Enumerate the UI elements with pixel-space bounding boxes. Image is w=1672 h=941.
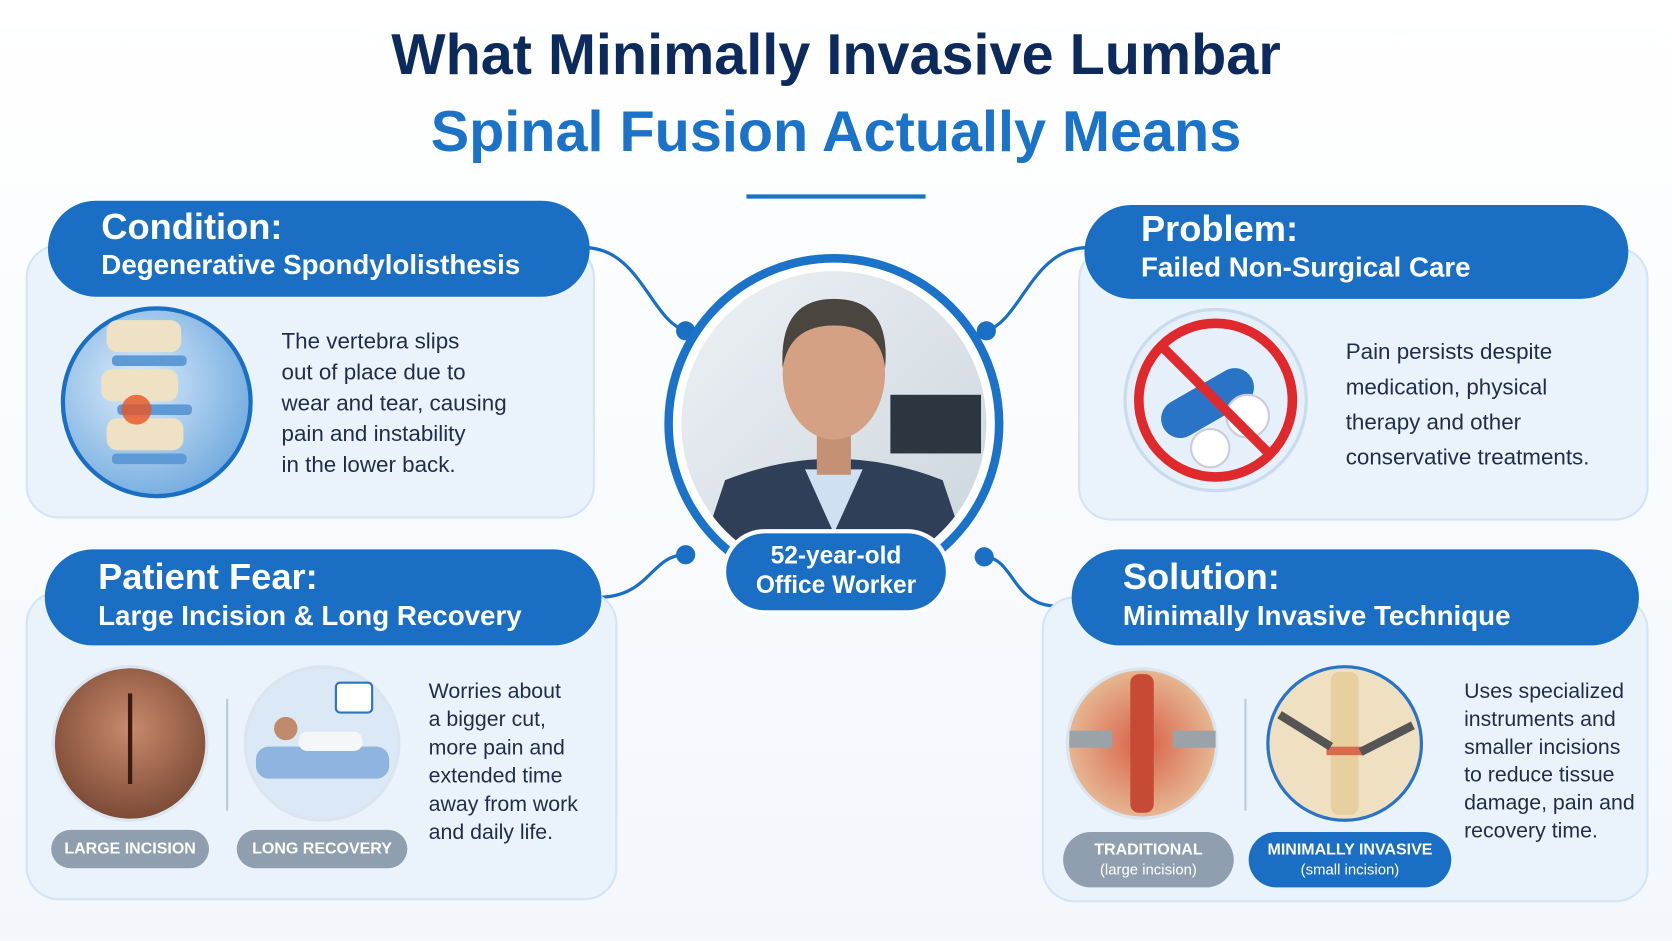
tag-pill <box>1248 831 1452 888</box>
traditional-surgery-image <box>1065 667 1219 820</box>
panel-body-line: to reduce tissue <box>1464 763 1614 787</box>
panel-body-line: instruments and <box>1464 707 1616 731</box>
panel-subheading: Large Incision & Long Recovery <box>98 600 522 631</box>
panel-body-line: smaller incisions <box>1464 735 1620 759</box>
tag-note: (small incision) <box>1301 861 1400 878</box>
panel-body-line: damage, pain and <box>1464 791 1635 815</box>
panel-heading: Condition: <box>101 206 282 247</box>
panel-heading: Problem: <box>1141 208 1298 249</box>
panel-body-line: and daily life. <box>429 820 553 844</box>
panel-body-line: more pain and <box>429 735 565 759</box>
tag-label: MINIMALLY INVASIVE <box>1268 841 1433 858</box>
panel-subheading: Minimally Invasive Technique <box>1123 600 1511 631</box>
header-pills <box>44 200 1639 646</box>
panel-body-line: out of place due to <box>282 359 466 384</box>
tag-pill <box>51 829 210 869</box>
tag-label: TRADITIONAL <box>1094 841 1203 858</box>
panel-heading: Solution: <box>1123 556 1280 597</box>
panel-body-line: extended time <box>429 764 563 788</box>
panel-body-line: recovery time. <box>1464 819 1598 843</box>
panel-body-line: away from work <box>429 792 579 816</box>
center-label: 52-year-old <box>771 542 902 569</box>
center-label: Office Worker <box>756 572 917 599</box>
panel-body-line: medication, physical <box>1346 374 1547 399</box>
title-line-2: Spinal Fusion Actually Means <box>431 100 1242 164</box>
connector-dots <box>676 321 996 567</box>
tag-label: LONG RECOVERY <box>252 840 392 857</box>
tag-note: (large incision) <box>1100 861 1197 878</box>
spine-illustration <box>60 306 253 499</box>
panel-body-line: pain and instability <box>282 421 467 446</box>
panel-subheading: Failed Non-Surgical Care <box>1141 251 1471 282</box>
panel-body-line: The vertebra slips <box>282 328 460 353</box>
patient-portrait <box>664 254 1004 594</box>
no-medication-icon <box>1123 307 1308 493</box>
incision-image <box>51 665 209 822</box>
panel-body-line: therapy and other <box>1346 410 1522 435</box>
panel-body-line: Worries about <box>429 679 561 703</box>
tag-label: LARGE INCISION <box>64 840 195 857</box>
panel-body-line: Pain persists despite <box>1346 339 1552 364</box>
tag-pill <box>236 829 408 869</box>
minimally-invasive-image <box>1266 665 1424 822</box>
tag-pill <box>1063 831 1234 888</box>
panel-body-line: a bigger cut, <box>429 707 546 731</box>
panel-heading: Patient Fear: <box>98 556 318 597</box>
recovery-image <box>243 665 401 822</box>
panel-body-line: wear and tear, causing <box>281 390 507 415</box>
panel-subheading: Degenerative Spondylolisthesis <box>101 249 520 280</box>
panel-body-line: conservative treatments. <box>1346 445 1590 470</box>
center-label-pill <box>721 529 951 615</box>
panel-body-line: in the lower back. <box>282 452 456 477</box>
panel-body-line: Uses specialized <box>1464 679 1624 703</box>
title-line-1: What Minimally Invasive Lumbar <box>391 23 1280 87</box>
